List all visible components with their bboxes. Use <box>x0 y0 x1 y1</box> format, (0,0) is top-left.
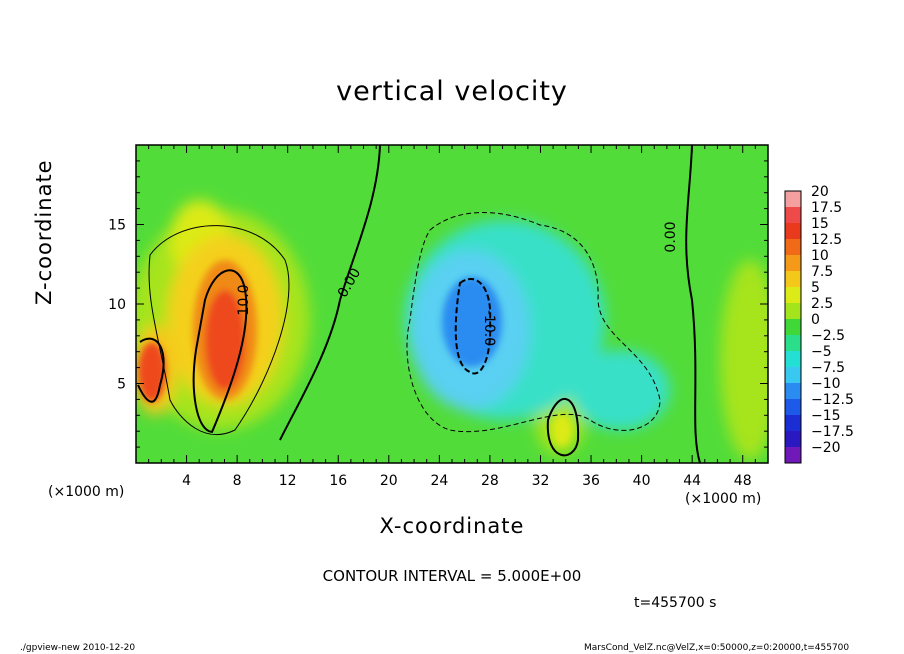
chart-title: vertical velocity <box>336 76 568 107</box>
colorbar-label: −7.5 <box>811 360 845 376</box>
contour-label-10: 10.0 <box>236 284 252 315</box>
x-tick-label: 44 <box>683 473 701 489</box>
x-tick-label: 4 <box>182 473 191 489</box>
contour-neg10 <box>454 277 492 375</box>
colorbar-label: −10 <box>811 376 841 392</box>
contour-lines <box>137 145 701 463</box>
colorbar-label: 7.5 <box>811 264 833 280</box>
updraft-red-core <box>205 290 245 390</box>
time-label: t=455700 s <box>634 595 717 611</box>
contour-zero-left <box>279 145 381 441</box>
x-tick-label: 28 <box>481 473 499 489</box>
colorbar-swatch <box>785 383 801 400</box>
colorbar-label: 10 <box>811 248 829 264</box>
colorbar-swatch <box>785 415 801 432</box>
contour-label-neg10: -10.0 <box>481 310 497 346</box>
colorbar: 2017.51512.5107.552.50−2.5−5−7.5−10−12.5… <box>784 184 854 464</box>
contour-zero-right <box>685 145 701 463</box>
colorbar-frame <box>784 190 802 464</box>
colorbar-label: 12.5 <box>811 232 842 248</box>
colorbar-label: 0 <box>811 312 820 328</box>
colorbar-swatch <box>785 351 801 368</box>
colorbar-label: 20 <box>811 184 829 200</box>
colorbar-label: 2.5 <box>811 296 833 312</box>
x-axis-ticks: 4 8 12 16 20 24 28 32 36 40 44 48 <box>148 145 756 489</box>
colorbar-swatch <box>785 207 801 224</box>
x-tick-label: 36 <box>582 473 600 489</box>
colorbar-swatch <box>785 303 801 320</box>
colorbar-swatch <box>785 191 801 208</box>
contour-5-updraft <box>148 225 290 436</box>
colorbar-swatch <box>785 367 801 384</box>
contour-neg5 <box>406 212 661 432</box>
x-tick-label: 12 <box>279 473 297 489</box>
contour-label-zero-right: 0.00 <box>663 221 679 252</box>
colorbar-label: −20 <box>811 440 841 456</box>
x-tick-label: 16 <box>329 473 347 489</box>
colorbar-label: 15 <box>811 216 829 232</box>
x-unit-label-left: (×1000 m) <box>48 484 125 500</box>
colorbar-swatch <box>785 287 801 304</box>
y-tick-label: 10 <box>108 297 126 313</box>
x-tick-label: 40 <box>633 473 651 489</box>
y-axis-ticks: 5 10 15 <box>108 160 768 448</box>
colorbar-swatch <box>785 255 801 272</box>
velocity-field <box>136 145 768 463</box>
downdraft-lower-zone <box>570 350 670 430</box>
colorbar-swatch <box>785 319 801 336</box>
colorbar-swatch <box>785 431 801 448</box>
colorbar-swatch <box>785 447 801 464</box>
colorbar-swatch <box>785 239 801 256</box>
contour-interval-text: CONTOUR INTERVAL = 5.000E+00 <box>322 567 582 585</box>
footer-left: ./gpview-new 2010-12-20 <box>20 643 136 653</box>
colorbar-label: −12.5 <box>811 392 854 408</box>
colorbar-label: −17.5 <box>811 424 854 440</box>
x-tick-label: 32 <box>532 473 550 489</box>
colorbar-swatch <box>785 335 801 352</box>
contour-10-updraft <box>192 269 248 434</box>
small-updraft-core <box>552 414 572 446</box>
x-tick-label: 20 <box>380 473 398 489</box>
colorbar-swatch <box>785 223 801 240</box>
colorbar-label: −2.5 <box>811 328 845 344</box>
x-unit-label-right: (×1000 m) <box>685 491 762 507</box>
colorbar-label: 5 <box>811 280 820 296</box>
y-tick-label: 15 <box>108 218 126 234</box>
colorbar-swatch <box>785 271 801 288</box>
colorbar-label: 17.5 <box>811 200 842 216</box>
colorbar-label: −15 <box>811 408 841 424</box>
x-axis-label: X-coordinate <box>379 514 525 538</box>
x-tick-label: 24 <box>430 473 448 489</box>
footer-right: MarsCond_VelZ.nc@VelZ,x=0:50000,z=0:2000… <box>584 643 850 653</box>
colorbar-label: −5 <box>811 344 832 360</box>
contour-zero-small <box>546 398 580 457</box>
colorbar-swatch <box>785 399 801 416</box>
x-tick-label: 8 <box>233 473 242 489</box>
x-tick-label: 48 <box>734 473 752 489</box>
right-edge-updraft-zone <box>720 260 768 460</box>
y-tick-label: 5 <box>117 377 126 393</box>
contour-10-left <box>137 337 165 403</box>
